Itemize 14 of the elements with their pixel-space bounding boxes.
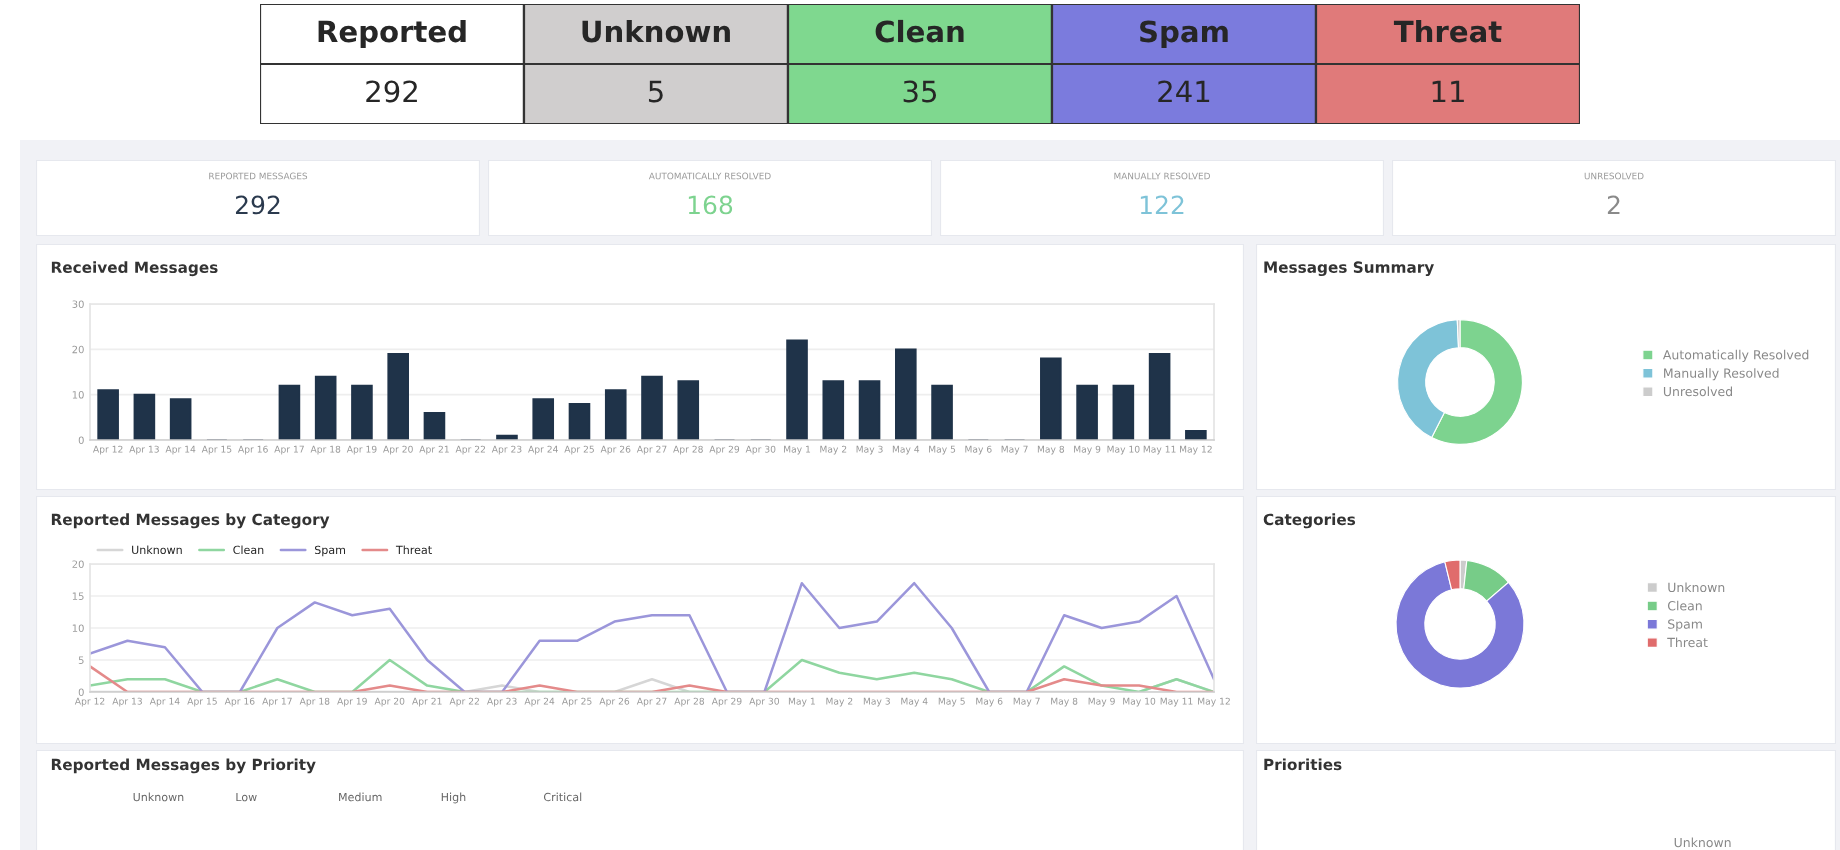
data-label: 241 [1158, 80, 1210, 103]
data-label: 122 [1140, 195, 1184, 215]
category-label: Unknown [582, 19, 730, 43]
data-label: 11 [1432, 80, 1464, 103]
category-label: Threat [1393, 19, 1502, 43]
category-label: Reported [318, 19, 466, 49]
category-label: Clean [875, 19, 964, 43]
data-label: 292 [366, 80, 417, 103]
data-label: 292 [235, 195, 280, 215]
category-label: Spam [1140, 20, 1228, 49]
data-label: 2 [1607, 195, 1620, 215]
data-label: 5 [648, 80, 663, 103]
data-label: 168 [688, 195, 733, 215]
data-label: 35 [903, 80, 937, 103]
